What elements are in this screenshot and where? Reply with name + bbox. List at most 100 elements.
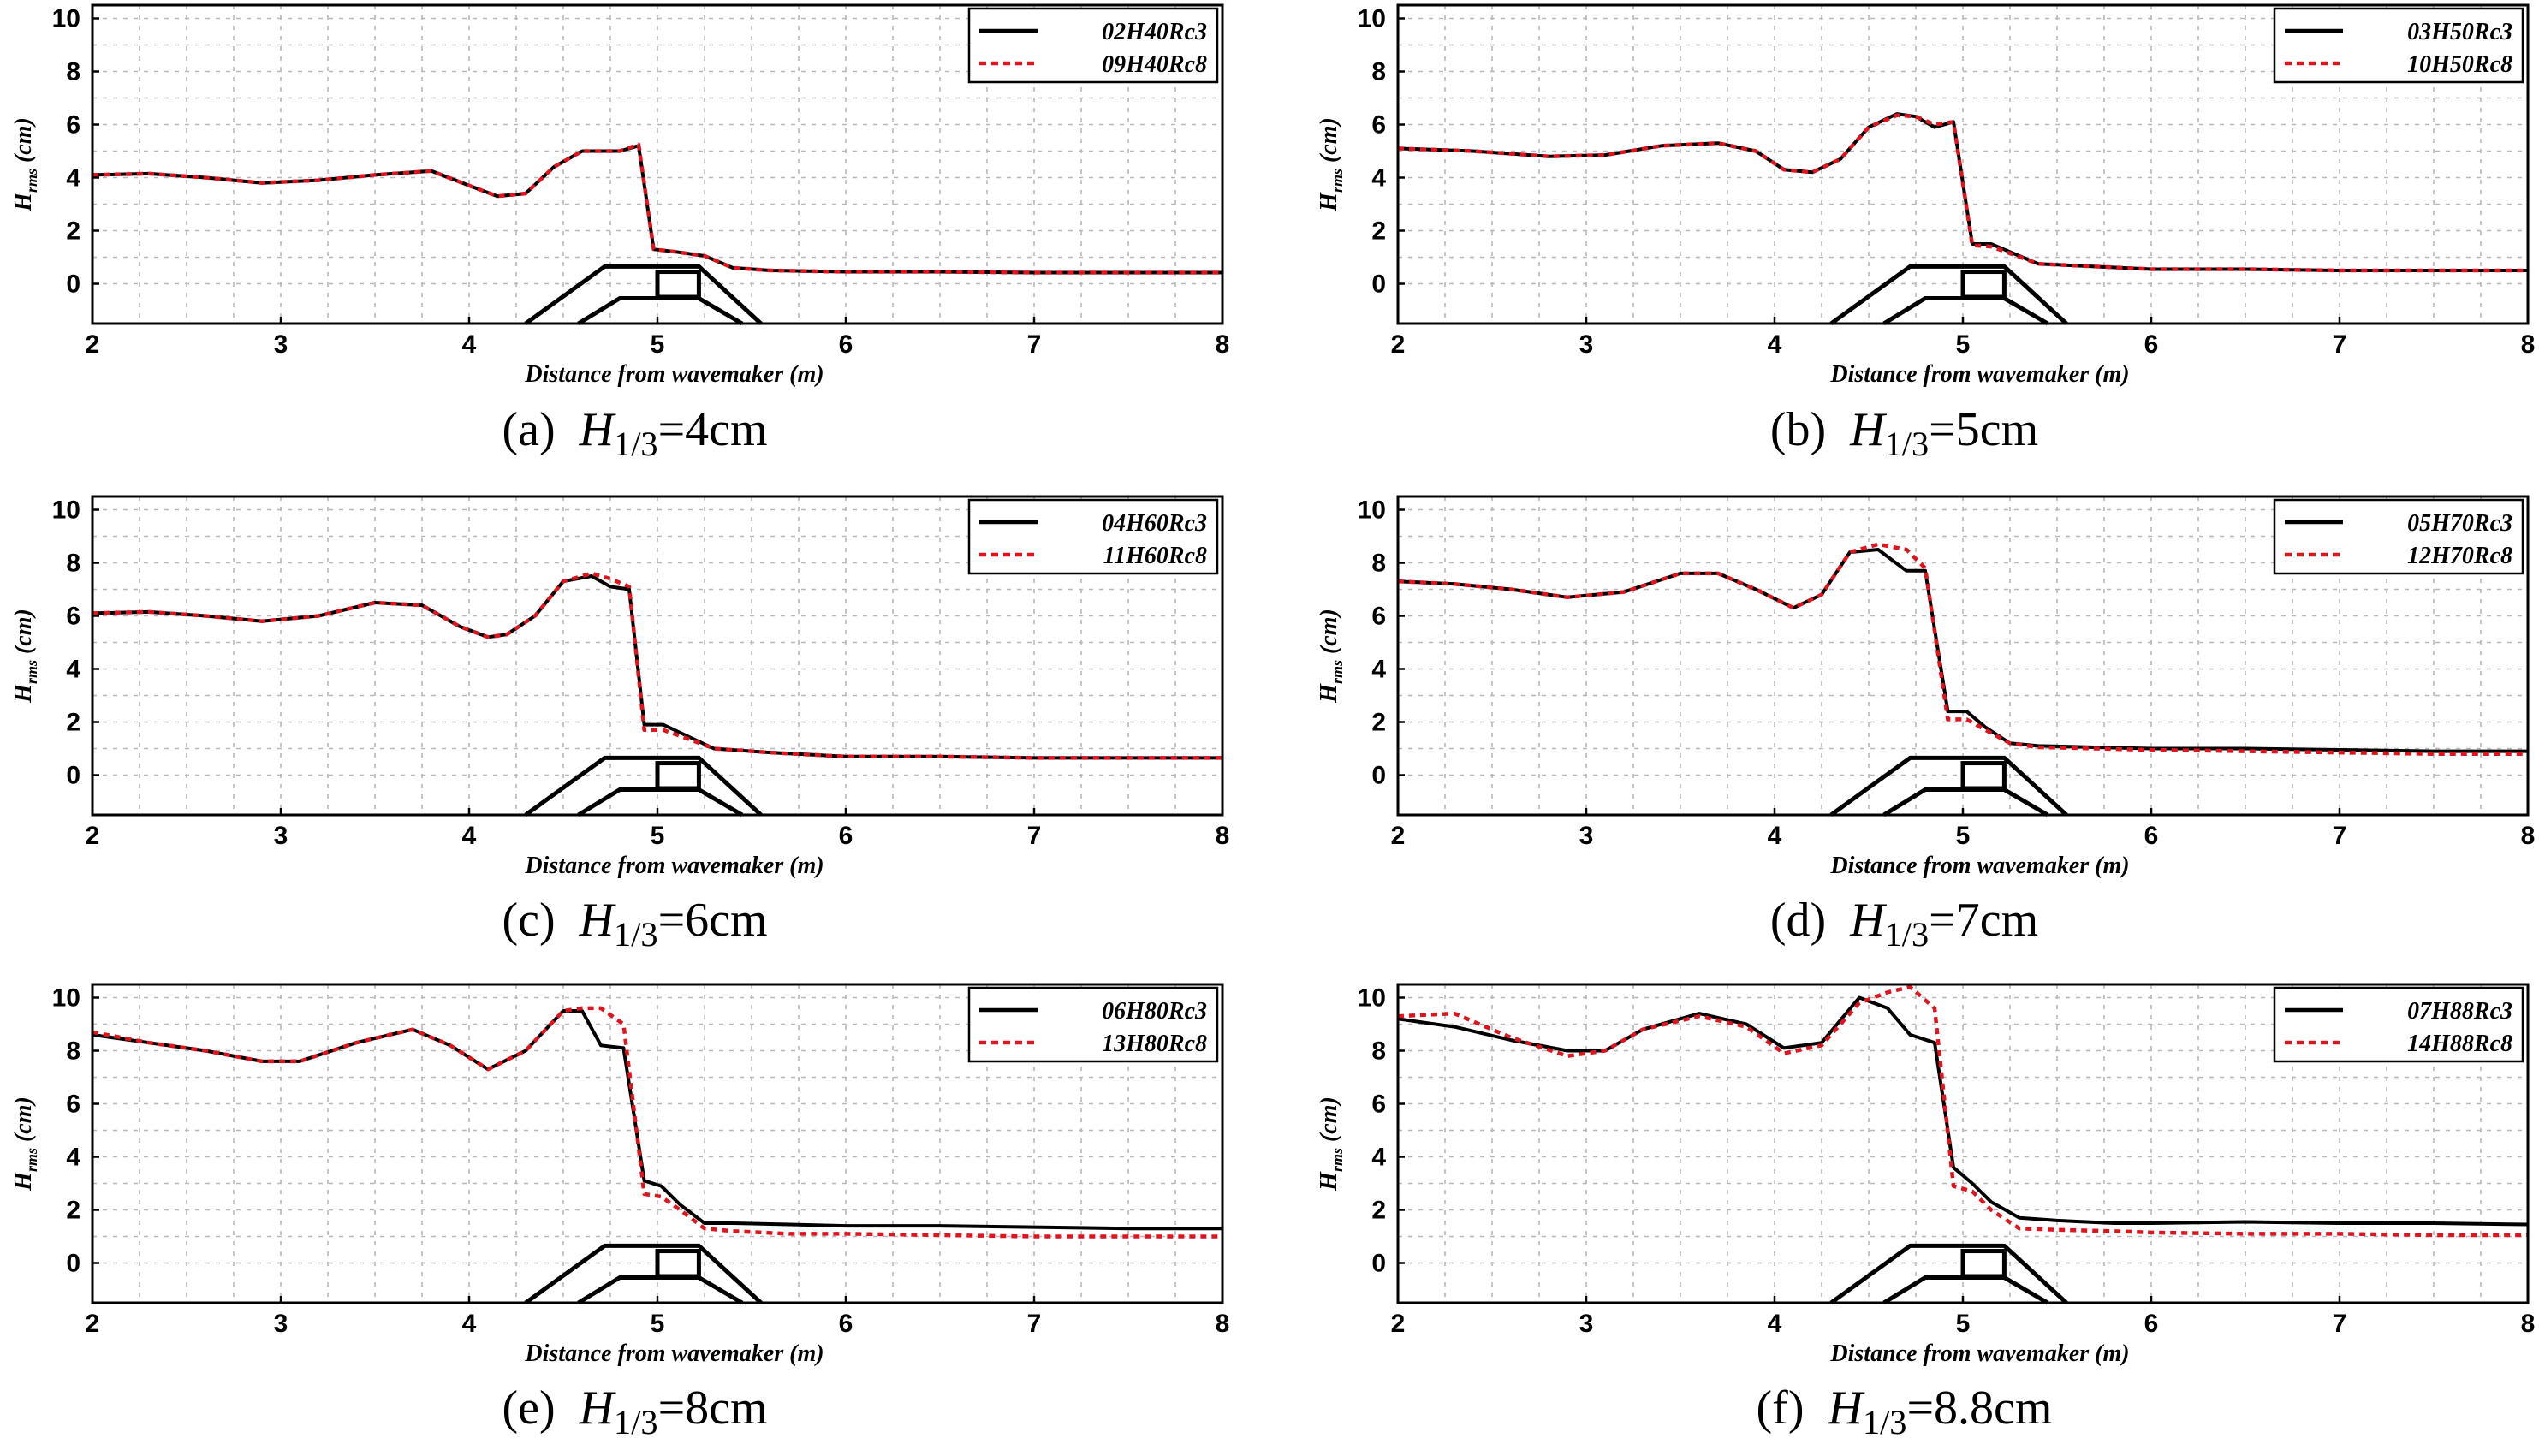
caption-symbol: H1/3 [579, 1382, 658, 1442]
series-line-12H70Rc8 [1397, 542, 2528, 756]
y-axis-title: Hrms (cm) [1316, 117, 1346, 212]
caption-d: (d) H1/3=7cm [1270, 893, 2539, 954]
y-tick-label: 10 [52, 5, 80, 33]
x-tick-label: 4 [1768, 330, 1782, 359]
caption-symbol: H1/3 [1850, 403, 1930, 464]
x-axis-title: Distance from wavemaker (m) [524, 1340, 824, 1367]
legend: 02H40Rc3 09H40Rc8 [967, 7, 1219, 84]
legend-label: 12H70Rc8 [2407, 543, 2512, 569]
x-tick-label: 7 [1027, 1310, 1042, 1338]
chart-panel: 2 3 4 5 6 7 8 0 2 4 6 8 10 Distance from wavemaker (m… [10, 983, 1230, 1367]
caption-letter: (f) [1756, 1382, 1805, 1435]
y-tick-label: 0 [1371, 1250, 1386, 1278]
y-tick-label: 8 [66, 58, 80, 86]
legend: 07H88Rc3 14H88Rc8 [2273, 986, 2524, 1063]
legend-box [967, 7, 1219, 84]
x-tick-label: 6 [839, 822, 853, 850]
y-tick-label: 0 [66, 762, 80, 790]
y-tick-label: 6 [66, 1091, 80, 1119]
x-tick-label: 5 [1956, 330, 1971, 359]
caption-b: (b) H1/3=5cm [1270, 402, 2539, 464]
y-tick-label: 0 [66, 270, 80, 299]
chart-panel: 2 3 4 5 6 7 8 0 2 4 6 8 10 Distance from wavemaker (m… [10, 495, 1230, 879]
y-tick-label: 8 [1371, 550, 1386, 578]
caption-symbol: H1/3 [579, 403, 658, 464]
x-tick-label: 8 [2521, 330, 2536, 359]
x-tick-label: 6 [839, 1310, 853, 1338]
structure-outer-outline [524, 755, 763, 817]
y-tick-label: 10 [1358, 984, 1386, 1013]
y-axis-title: Hrms (cm) [10, 117, 40, 212]
structure-crown-block [655, 1249, 701, 1279]
y-tick-label: 8 [66, 1037, 80, 1066]
x-tick-label: 4 [1768, 822, 1782, 850]
legend-label: 02H40Rc3 [1102, 19, 1207, 45]
x-tick-label: 5 [1956, 1310, 1971, 1338]
y-tick-label: 2 [1371, 217, 1386, 246]
legend-label: 05H70Rc3 [2407, 510, 2512, 537]
x-tick-label: 3 [1579, 330, 1594, 359]
legend-box [2273, 498, 2524, 575]
x-tick-label: 8 [1216, 1310, 1230, 1338]
caption-letter: (b) [1769, 403, 1827, 456]
structure-crown-block [1960, 761, 2007, 791]
y-tick-label: 0 [1371, 270, 1386, 299]
y-tick-label: 2 [1371, 1197, 1386, 1225]
x-tick-label: 5 [651, 330, 665, 359]
y-tick-label: 2 [66, 217, 80, 246]
x-tick-label: 2 [1391, 822, 1406, 850]
y-tick-label: 6 [1371, 111, 1386, 140]
structure-outer-outline [524, 264, 763, 326]
x-tick-label: 2 [86, 822, 100, 850]
x-axis-title: Distance from wavemaker (m) [524, 853, 824, 879]
x-tick-label: 2 [86, 1310, 100, 1338]
y-tick-label: 8 [66, 550, 80, 578]
y-tick-label: 4 [1371, 1144, 1386, 1172]
x-axis-title: Distance from wavemaker (m) [1829, 853, 2129, 879]
series-line-11H60Rc8 [92, 571, 1222, 760]
y-tick-label: 6 [1371, 603, 1386, 631]
x-tick-label: 8 [1216, 822, 1230, 850]
x-tick-label: 5 [1956, 822, 1971, 850]
x-tick-label: 2 [1391, 330, 1406, 359]
structure-crown-block [655, 761, 701, 791]
x-tick-label: 4 [462, 1310, 477, 1338]
caption-f: (f) H1/3=8.8cm [1270, 1381, 2539, 1442]
y-axis-title: Hrms (cm) [10, 609, 40, 704]
x-tick-label: 4 [1768, 1310, 1782, 1338]
y-tick-label: 0 [66, 1250, 80, 1278]
legend-label: 03H50Rc3 [2407, 19, 2512, 45]
y-axis-title: Hrms (cm) [1316, 609, 1346, 704]
series-line-09H40Rc8 [92, 142, 1222, 275]
chart-panel: 2 3 4 5 6 7 8 0 2 4 6 8 10 Distance from wavemaker (m… [1316, 495, 2535, 879]
structure-outer-outline [1829, 264, 2068, 326]
x-tick-label: 7 [2333, 822, 2347, 850]
x-tick-label: 6 [839, 330, 853, 359]
legend: 04H60Rc3 11H60Rc8 [967, 498, 1219, 575]
x-tick-label: 7 [1027, 822, 1042, 850]
x-tick-label: 7 [1027, 330, 1042, 359]
caption-symbol: H1/3 [579, 894, 658, 954]
y-tick-label: 2 [66, 1197, 80, 1225]
caption-value: =8.8cm [1906, 1382, 2053, 1435]
y-tick-label: 6 [66, 111, 80, 140]
structure-crown-block [655, 270, 701, 300]
legend-box [2273, 986, 2524, 1063]
x-tick-label: 2 [86, 330, 100, 359]
legend-label: 04H60Rc3 [1102, 510, 1207, 537]
x-tick-label: 2 [1391, 1310, 1406, 1338]
structure-outer-outline [1829, 1243, 2068, 1305]
legend: 03H50Rc3 10H50Rc8 [2273, 7, 2524, 84]
y-tick-label: 8 [1371, 58, 1386, 86]
y-axis-title: Hrms (cm) [1316, 1096, 1346, 1192]
y-tick-label: 10 [52, 984, 80, 1013]
caption-letter: (a) [502, 403, 556, 456]
legend: 05H70Rc3 12H70Rc8 [2273, 498, 2524, 575]
caption-symbol: H1/3 [1850, 894, 1930, 954]
caption-c: (c) H1/3=6cm [0, 893, 1270, 954]
x-tick-label: 6 [2144, 822, 2159, 850]
caption-value: =6cm [657, 894, 768, 947]
structure-outer-outline [524, 1243, 763, 1305]
